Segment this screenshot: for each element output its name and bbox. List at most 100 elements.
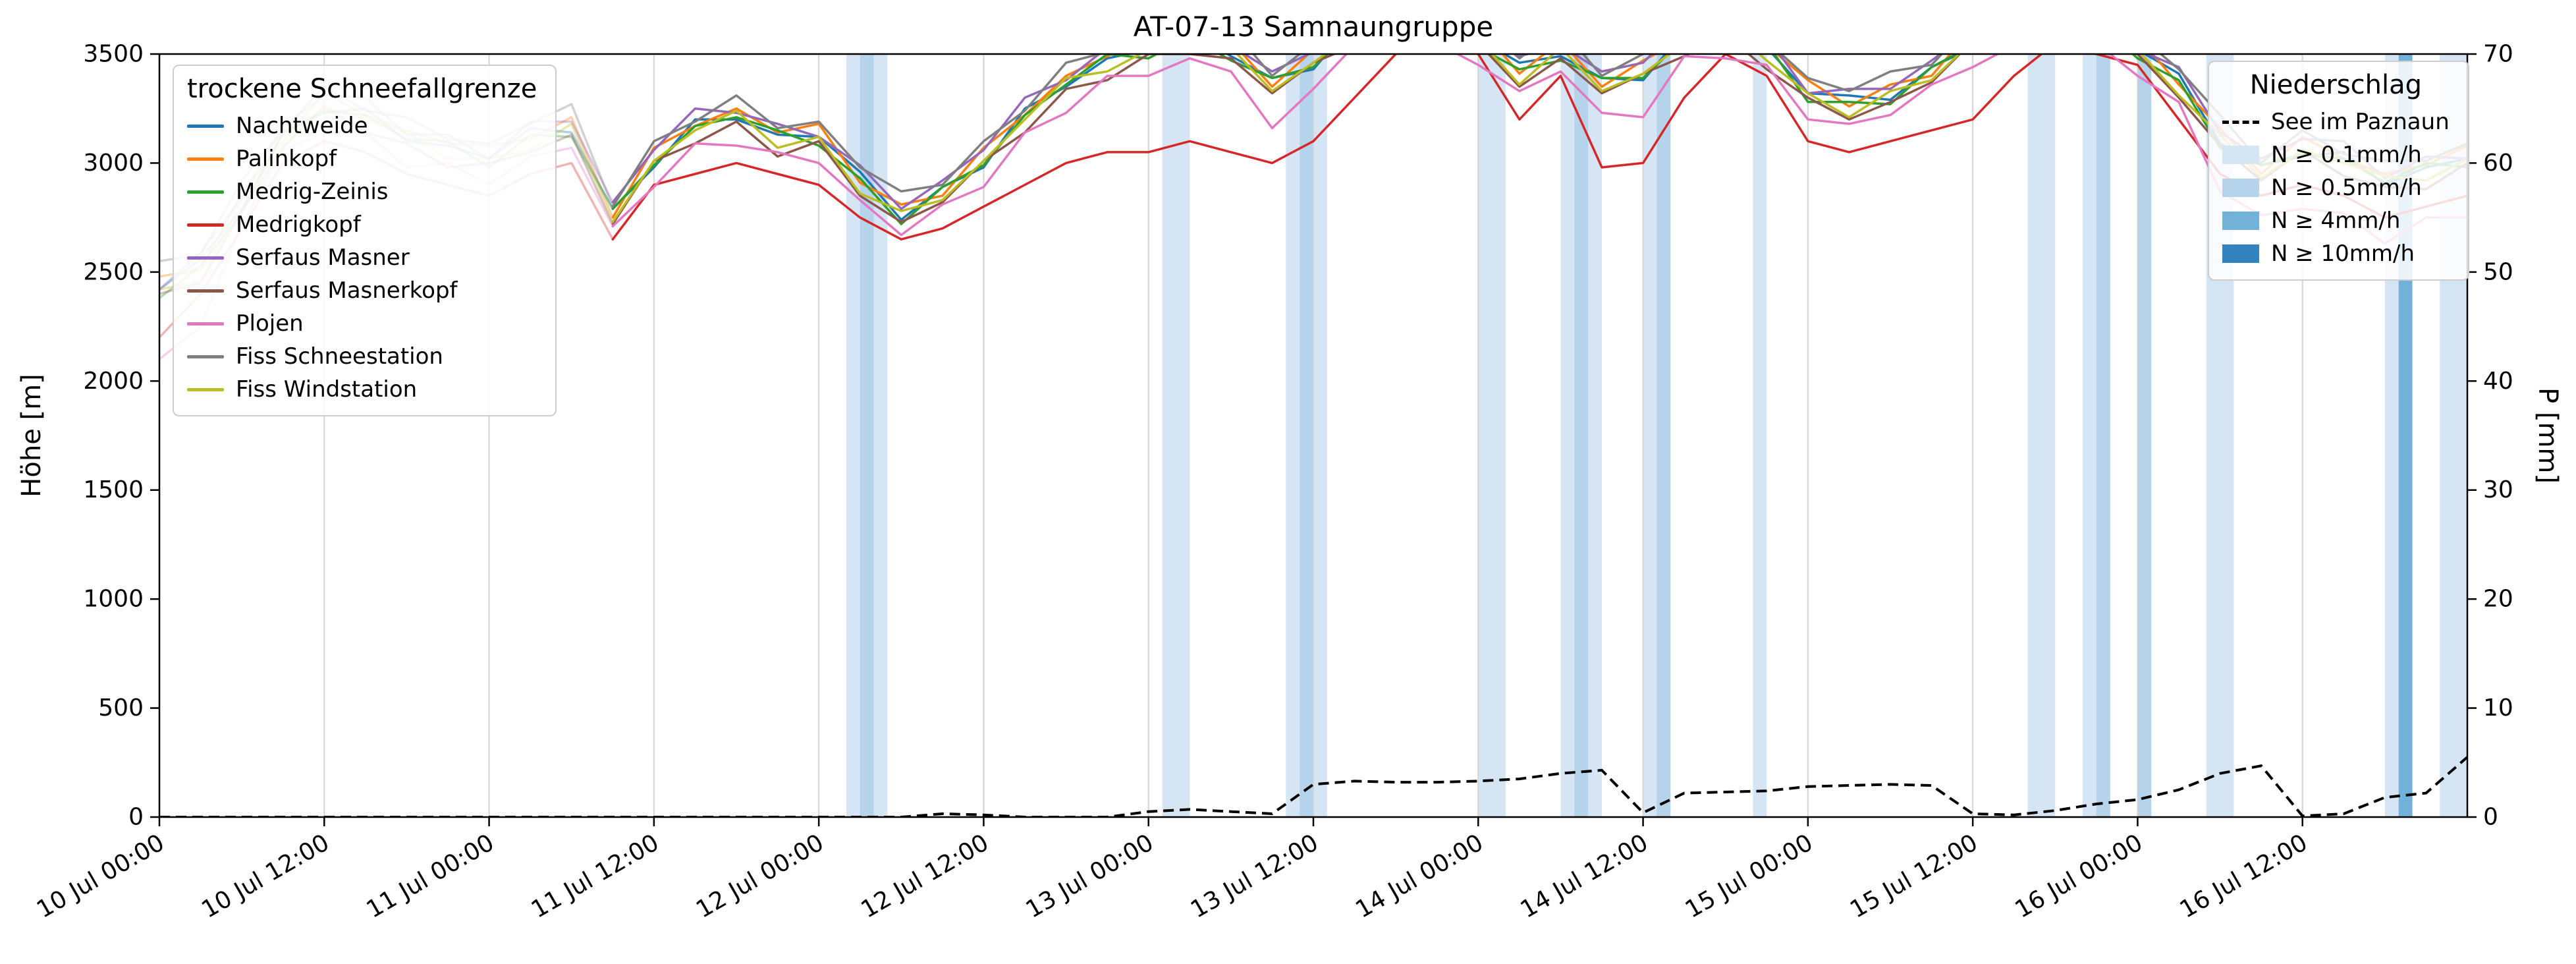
legend-item-label: N ≥ 0.5mm/h	[2271, 175, 2422, 201]
ytick-label-right: 40	[2483, 368, 2513, 395]
legend-item-n-ge-4mm-h: N ≥ 4mm/h	[2222, 204, 2450, 237]
series-line-palinkopf	[611, 54, 2467, 219]
legend-line-swatch-fiss-windstation	[187, 387, 224, 391]
precip-band	[2137, 54, 2152, 817]
ytick-label-right: 50	[2483, 258, 2513, 285]
xtick-label: 14 Jul 00:00	[1351, 829, 1487, 923]
ytick-label-left: 500	[98, 695, 144, 722]
legend-precip-swatch-4	[2222, 212, 2259, 230]
series-line-see-im-paznaun	[159, 756, 2467, 817]
legend-item-label: N ≥ 0.1mm/h	[2271, 142, 2422, 168]
precip-band	[1574, 54, 1589, 817]
precip-band	[2027, 54, 2056, 817]
legend-line-swatch-serfaus-masner	[187, 256, 224, 260]
legend-item-fiss-windstation: Fiss Windstation	[187, 373, 537, 406]
legend-item-label: Nachtweide	[236, 113, 368, 139]
legend-dashed-line-swatch	[2222, 120, 2259, 124]
xtick-label: 15 Jul 00:00	[1681, 829, 1817, 923]
xtick-label: 11 Jul 00:00	[362, 829, 499, 923]
legend-item-label: See im Paznaun	[2271, 109, 2450, 135]
legend-line-swatch-medrigkopf	[187, 223, 224, 227]
ytick-label-right: 60	[2483, 150, 2513, 177]
gridlines	[323, 54, 2303, 817]
xtick-label: 10 Jul 00:00	[32, 829, 169, 923]
legend-snowfall-line: trockene Schneefallgrenze Nachtweide Pali…	[173, 65, 557, 416]
xtick-label: 16 Jul 00:00	[2010, 829, 2147, 923]
legend-snowfall-line-items: Nachtweide Palinkopf Medrig-Zeinis Medrigko…	[187, 109, 537, 406]
precip-band	[1162, 54, 1190, 817]
xtick-label: 14 Jul 12:00	[1516, 829, 1653, 923]
legend-item-n-ge-10mm-h: N ≥ 10mm/h	[2222, 237, 2450, 270]
legend-line-swatch-nachtweide	[187, 124, 224, 128]
chart-title: AT-07-13 Samnaungruppe	[1133, 11, 1494, 43]
legend-item-n-ge-0.5mm-h: N ≥ 0.5mm/h	[2222, 171, 2450, 204]
series-line-fiss-schneestation	[611, 54, 2467, 208]
legend-item-serfaus-masnerkopf: Serfaus Masnerkopf	[187, 274, 537, 307]
series-line-medrigkopf	[611, 54, 2467, 241]
legend-line-swatch-serfaus-masnerkopf	[187, 289, 224, 293]
legend-item-label: Medrig-Zeinis	[236, 179, 389, 205]
xtick-label: 12 Jul 00:00	[692, 829, 828, 923]
ytick-label-left: 1500	[83, 476, 144, 503]
legend-precip-swatch-0.5	[2222, 179, 2259, 197]
legend-item-label: Palinkopf	[236, 146, 337, 172]
y-axis-label-left: Höhe [m]	[16, 374, 47, 497]
precip-band	[1300, 54, 1313, 817]
precip-band	[1753, 54, 1767, 817]
legend-item-label: N ≥ 4mm/h	[2271, 208, 2401, 234]
xtick-label: 16 Jul 12:00	[2176, 829, 2312, 923]
legend-snowfall-line-title: trockene Schneefallgrenze	[187, 74, 537, 104]
legend-item-plojen: Plojen	[187, 307, 537, 340]
ytick-label-right: 0	[2483, 804, 2498, 831]
ytick-label-right: 70	[2483, 41, 2513, 68]
ytick-label-right: 10	[2483, 695, 2513, 722]
precip-band	[860, 54, 874, 817]
xtick-label: 15 Jul 12:00	[1846, 829, 1982, 923]
precip-band	[2096, 54, 2110, 817]
ytick-label-right: 20	[2483, 586, 2513, 613]
xtick-label: 11 Jul 12:00	[527, 829, 663, 923]
legend-line-swatch-palinkopf	[187, 157, 224, 161]
legend-item-fiss-schneestation: Fiss Schneestation	[187, 340, 537, 373]
xtick-label: 13 Jul 12:00	[1186, 829, 1323, 923]
legend-item-label: N ≥ 10mm/h	[2271, 241, 2415, 267]
series-line-serfaus-masner	[611, 54, 2467, 210]
legend-item-label: Serfaus Masner	[236, 244, 410, 271]
legend-line-swatch-plojen	[187, 322, 224, 326]
y-axis-label-right: P [mm]	[2533, 387, 2563, 484]
legend-item-label: Plojen	[236, 310, 304, 337]
ytick-label-left: 3000	[83, 150, 144, 177]
ytick-label-left: 2000	[83, 368, 144, 395]
legend-item-medrig-zeinis: Medrig-Zeinis	[187, 175, 537, 208]
legend-item-palinkopf: Palinkopf	[187, 142, 537, 175]
series-line-plojen	[611, 54, 2467, 245]
tick-marks	[150, 53, 2477, 826]
legend-item-label: Medrigkopf	[236, 212, 361, 238]
series-line-serfaus-masnerkopf	[611, 54, 2467, 225]
ytick-label-left: 2500	[83, 258, 144, 285]
xtick-label: 12 Jul 12:00	[856, 829, 993, 923]
legend-item-see-im-paznaun: See im Paznaun	[2222, 105, 2450, 138]
legend-line-swatch-fiss-schneestation	[187, 354, 224, 358]
legend-item-medrigkopf: Medrigkopf	[187, 208, 537, 241]
legend-item-serfaus-masner: Serfaus Masner	[187, 241, 537, 274]
ytick-label-left: 1000	[83, 586, 144, 613]
legend-precipitation-items: See im Paznaun N ≥ 0.1mm/h N ≥ 0.5mm/h N ≥ …	[2222, 105, 2450, 270]
xtick-label: 10 Jul 12:00	[197, 829, 333, 923]
ytick-label-right: 30	[2483, 476, 2513, 503]
ytick-label-left: 0	[128, 804, 144, 831]
legend-item-label: Fiss Windstation	[236, 376, 418, 403]
legend-item-nachtweide: Nachtweide	[187, 109, 537, 142]
series-line-fiss-windstation	[611, 54, 2467, 223]
precip-band	[1478, 54, 1506, 817]
legend-item-label: Fiss Schneestation	[236, 343, 443, 370]
series-line-nachtweide	[611, 54, 2467, 221]
legend-item-label: Serfaus Masnerkopf	[236, 277, 458, 304]
legend-precip-swatch-0.1	[2222, 146, 2259, 164]
ytick-label-left: 3500	[83, 41, 144, 68]
legend-precipitation: Niederschlag See im Paznaun N ≥ 0.1mm/h N …	[2208, 61, 2469, 281]
legend-line-swatch-medrig-zeinis	[187, 190, 224, 194]
xtick-label: 13 Jul 00:00	[1022, 829, 1158, 923]
legend-precipitation-title: Niederschlag	[2249, 70, 2423, 100]
